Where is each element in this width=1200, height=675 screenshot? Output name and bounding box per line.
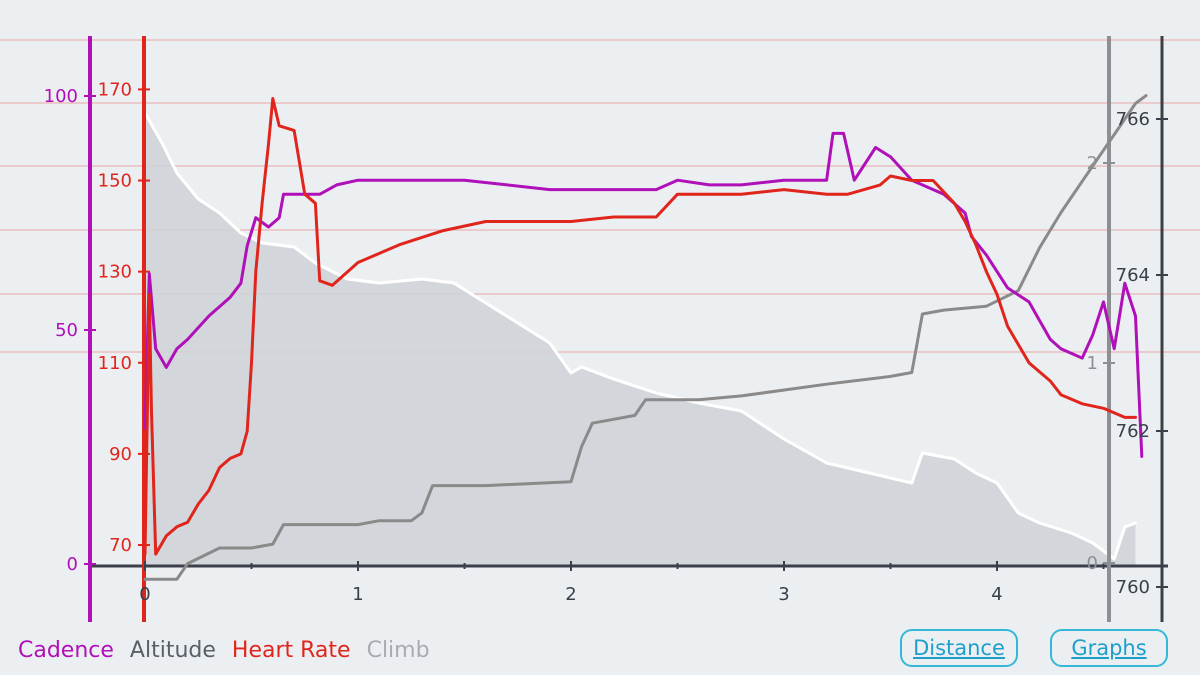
graphs-button[interactable]: Graphs [1050, 629, 1168, 667]
heart-rate-tick-label: 110 [98, 353, 132, 374]
climb-series [143, 111, 1137, 566]
altitude-series [143, 94, 1148, 581]
heart-rate-tick-label: 150 [98, 171, 132, 192]
climb-line [143, 111, 1137, 561]
heart-rate-tick-label: 170 [98, 79, 132, 100]
graph-canvas[interactable]: 0 1 2 3 4 0 50 100 70 90 110 130 150 170 0 1 2 760 762 764 7… [0, 0, 1200, 630]
legend: Cadence Altitude Heart Rate Climb [18, 638, 430, 663]
x-tick-label: 3 [778, 584, 789, 605]
heart-rate-tick-label: 130 [98, 262, 132, 283]
altitude-tick-label: 764 [1116, 265, 1150, 286]
altitude-tick-label: 762 [1116, 421, 1150, 442]
heart-rate-tick-label: 70 [109, 535, 132, 556]
cadence-tick-label: 100 [44, 86, 78, 107]
altitude-line [143, 94, 1148, 581]
x-tick-label: 1 [352, 584, 363, 605]
climb-tick-label: 0 [1087, 553, 1098, 574]
climb-tick-label: 1 [1087, 353, 1098, 374]
altitude-tick-label: 766 [1116, 109, 1150, 130]
distance-button[interactable]: Distance [900, 629, 1018, 667]
climb-area [145, 113, 1136, 566]
legend-cadence: Cadence [18, 638, 114, 663]
cadence-series [143, 131, 1144, 458]
x-tick-label: 2 [565, 584, 576, 605]
cadence-tick-label: 0 [67, 554, 78, 575]
heart-rate-series [143, 97, 1137, 556]
altitude-tick-label: 760 [1116, 577, 1150, 598]
climb-tick-label: 2 [1087, 153, 1098, 174]
x-tick-label: 0 [139, 584, 150, 605]
cadence-line [143, 131, 1144, 458]
heart-rate-tick-label: 90 [109, 444, 132, 465]
x-tick-label: 4 [991, 584, 1002, 605]
legend-climb: Climb [366, 638, 430, 663]
axis-tick-labels: 0 1 2 3 4 0 50 100 70 90 110 130 150 170 0 1 2 760 762 764 7… [44, 79, 1150, 605]
heart-rate-line [143, 97, 1137, 556]
cadence-tick-label: 50 [55, 320, 78, 341]
legend-altitude: Altitude [129, 638, 216, 663]
legend-heart-rate: Heart Rate [231, 638, 351, 663]
